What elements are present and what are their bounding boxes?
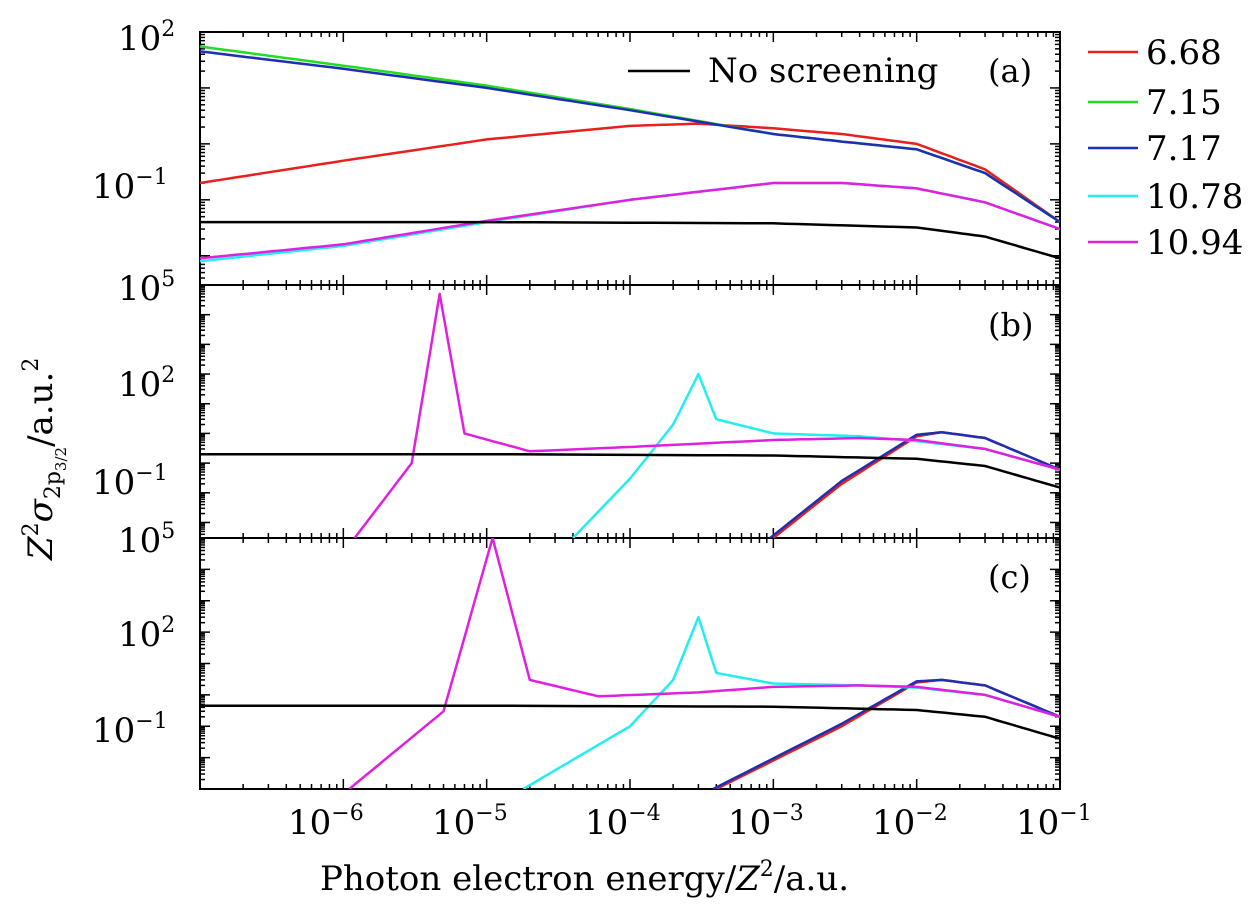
- y-tick-b-0: 105: [118, 267, 175, 309]
- x-tick-2: 10−4: [585, 801, 661, 843]
- series-line-10-94: [353, 292, 1060, 538]
- series-line-7-17: [769, 430, 1060, 538]
- y-tick-c-0: 105: [118, 519, 175, 561]
- panel-c-series: [200, 538, 1060, 789]
- series-line-10-94: [200, 181, 1060, 260]
- no-screening-label: No screening: [708, 51, 938, 91]
- panel-label-b: (b): [988, 306, 1033, 344]
- legend-label-7-15: 7.15: [1146, 83, 1222, 123]
- series-line-6-68: [772, 430, 1060, 538]
- panel-b-series: [200, 292, 1060, 538]
- series-line-no-screening: [200, 220, 1060, 260]
- legend-label-10-94: 10.94: [1146, 223, 1243, 263]
- panel-label-a: (a): [988, 52, 1032, 90]
- panel-a-series: [200, 45, 1060, 263]
- panel-label-c: (c): [988, 558, 1031, 596]
- panel-c-frame: [199, 537, 1061, 790]
- legend-label-7-17: 7.17: [1146, 129, 1222, 169]
- x-tick-0: 10−6: [288, 801, 364, 843]
- axis-ticks: [199, 31, 1061, 790]
- legend-label-10-78: 10.78: [1146, 177, 1243, 217]
- y-tick-a-1: 10−1: [92, 165, 168, 207]
- series-line-6-68: [200, 122, 1060, 224]
- series-line-no-screening: [200, 452, 1060, 489]
- y-tick-b-2: 10−1: [92, 461, 168, 503]
- series-line-7-17: [712, 678, 1060, 789]
- y-tick-a-0: 102: [118, 17, 175, 59]
- y-tick-c-1: 102: [118, 613, 175, 655]
- x-tick-5: 10−1: [1016, 801, 1092, 843]
- series-line-10-78: [522, 615, 1060, 789]
- series-line-no-screening: [200, 704, 1060, 740]
- y-tick-c-2: 10−1: [92, 709, 168, 751]
- legend-label-6-68: 6.68: [1146, 33, 1222, 73]
- y-axis-title: Z2σ2p3/2/a.u.2: [19, 358, 70, 561]
- series-line-10-94: [348, 538, 1060, 789]
- series-line-7-17: [200, 50, 1060, 224]
- x-tick-3: 10−3: [728, 801, 804, 843]
- legend: 6.68 7.15 7.17 10.78 10.94: [1088, 33, 1243, 263]
- panel-b-frame: [199, 284, 1061, 539]
- x-tick-1: 10−5: [432, 801, 508, 843]
- x-axis-title: Photon electron energy/Z2/a.u.: [320, 857, 849, 899]
- x-tick-4: 10−2: [872, 801, 948, 843]
- y-tick-b-1: 102: [118, 363, 175, 405]
